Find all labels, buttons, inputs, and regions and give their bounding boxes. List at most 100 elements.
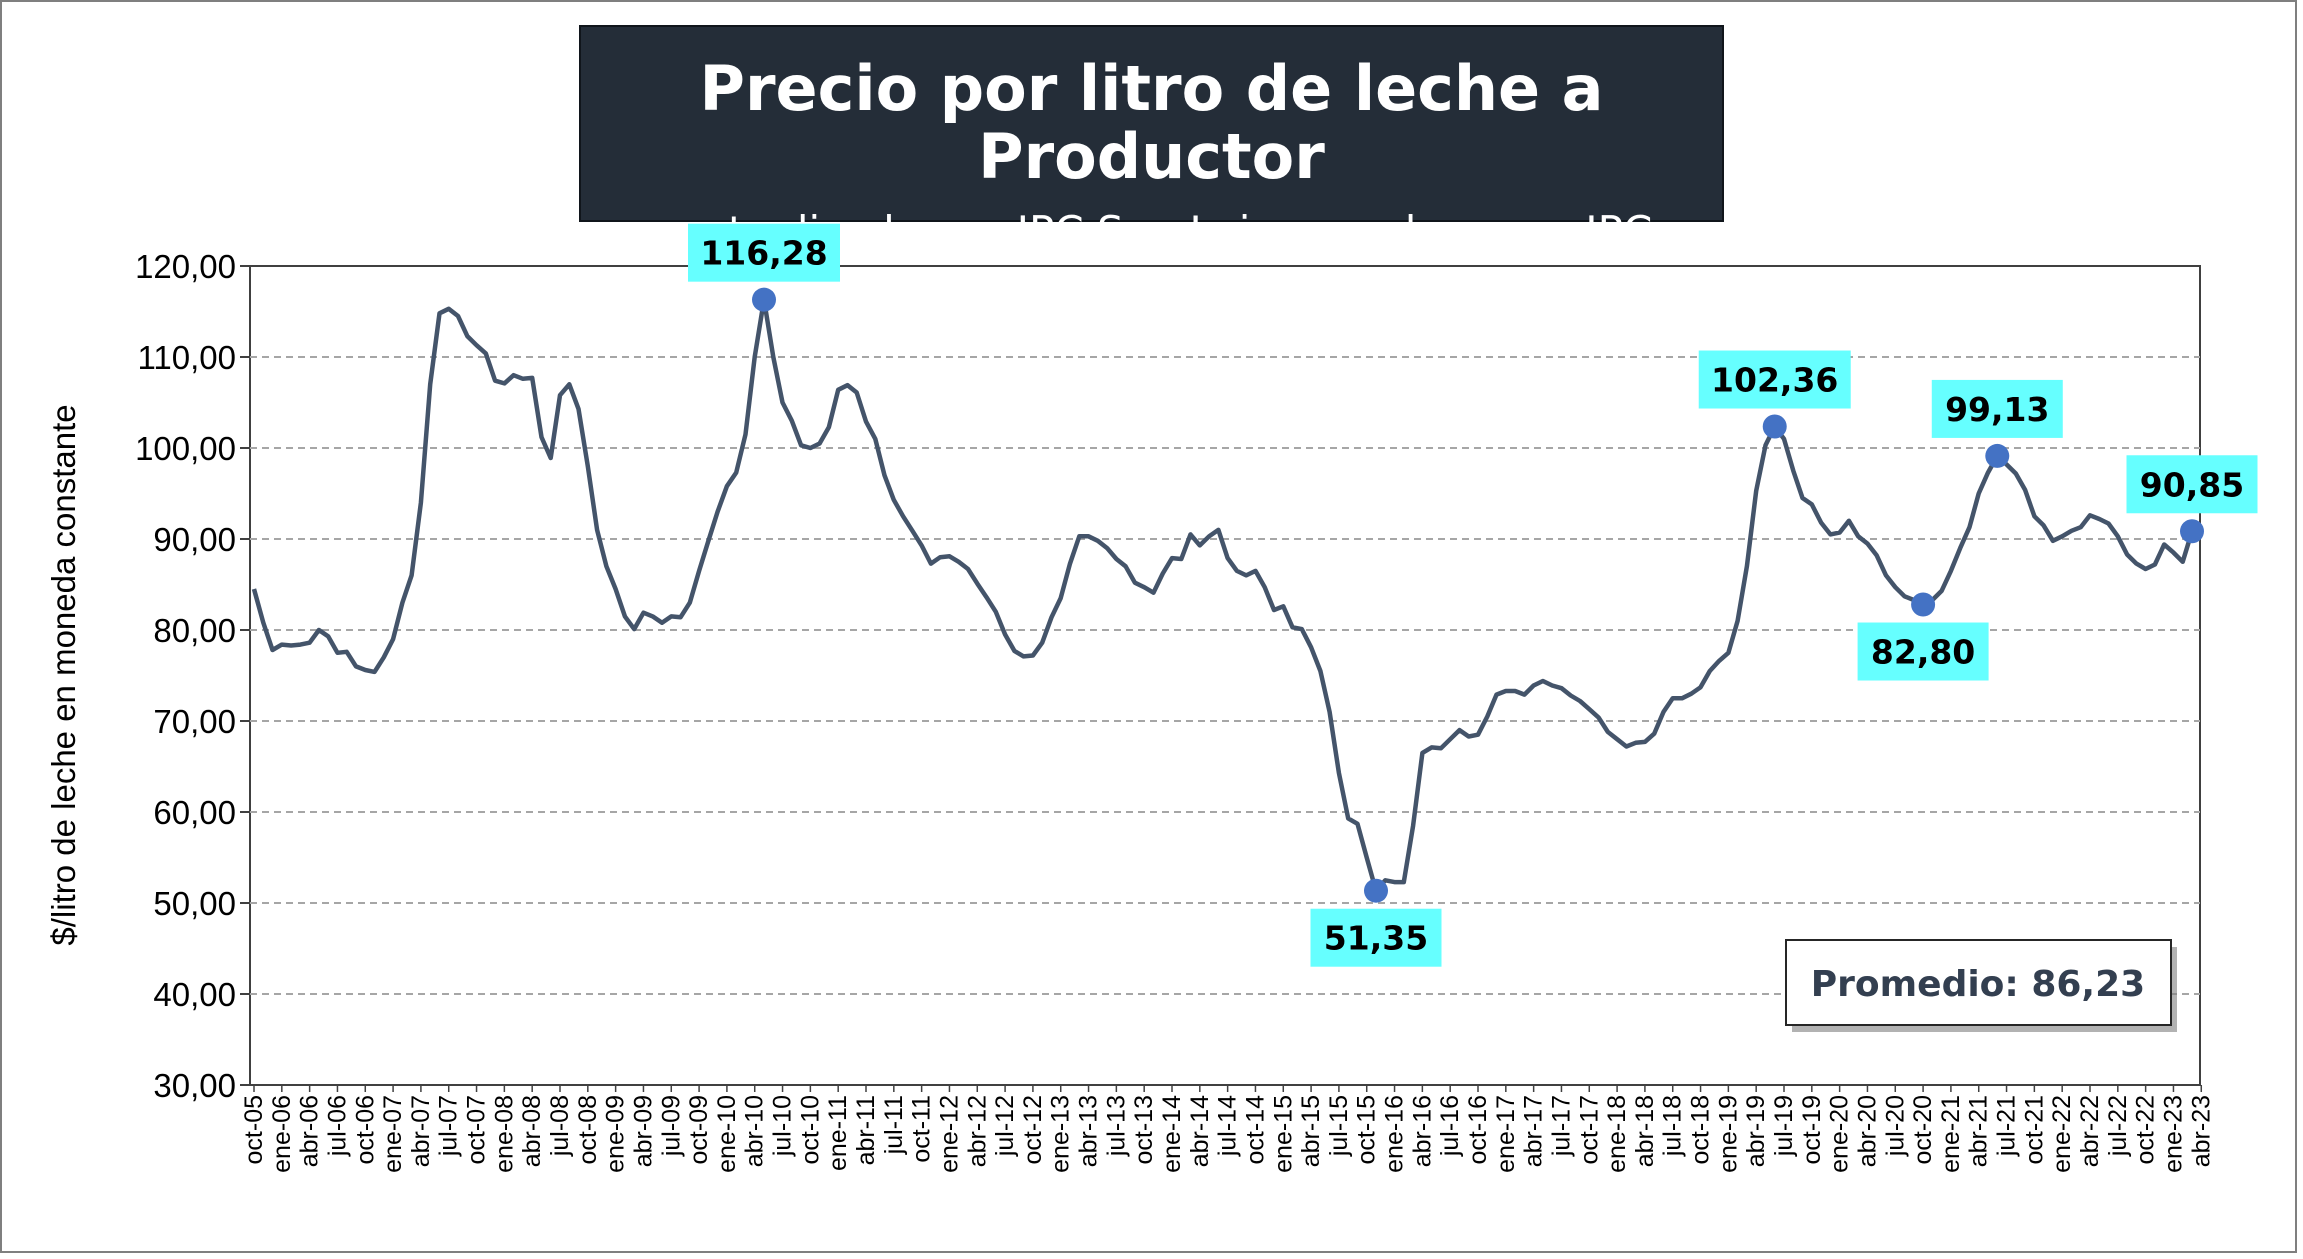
x-tick-label: jul-09 bbox=[657, 1095, 685, 1157]
y-tick-label: 60,00 bbox=[153, 794, 236, 831]
x-tick-label: ene-23 bbox=[2159, 1095, 2187, 1173]
data-label: 90,85 bbox=[2140, 465, 2244, 504]
x-tick-label: jul-10 bbox=[769, 1095, 797, 1157]
average-box: Promedio: 86,23 bbox=[1785, 939, 2177, 1032]
x-tick-label: oct-13 bbox=[1130, 1095, 1158, 1164]
x-tick-label: abr-23 bbox=[2187, 1095, 2215, 1167]
x-tick-label: abr-22 bbox=[2076, 1095, 2104, 1167]
y-tick-label: 50,00 bbox=[153, 885, 236, 922]
data-label-box bbox=[1310, 908, 1442, 967]
x-tick-label: abr-06 bbox=[296, 1095, 324, 1167]
x-tick-label: oct-08 bbox=[574, 1095, 602, 1164]
x-tick-label: oct-19 bbox=[1798, 1095, 1826, 1164]
x-tick-label: oct-05 bbox=[240, 1095, 268, 1164]
x-tick-label: abr-13 bbox=[1075, 1095, 1103, 1167]
x-tick-label: jul-16 bbox=[1436, 1095, 1464, 1157]
x-tick-label: ene-08 bbox=[490, 1095, 518, 1173]
x-tick-label: ene-19 bbox=[1714, 1095, 1742, 1173]
y-tick-label: 30,00 bbox=[153, 1067, 236, 1104]
y-axis-label: $/litro de leche en moneda constante bbox=[45, 404, 82, 945]
x-tick-label: abr-07 bbox=[407, 1095, 435, 1167]
x-tick-label: ene-07 bbox=[379, 1095, 407, 1173]
x-tick-label: abr-14 bbox=[1186, 1095, 1214, 1167]
x-tick-label: oct-22 bbox=[2132, 1095, 2160, 1164]
chart-title: Precio por litro de leche a Productor bbox=[699, 52, 1604, 194]
x-tick-label: oct-18 bbox=[1687, 1095, 1715, 1164]
x-tick-label: jul-06 bbox=[323, 1095, 351, 1157]
x-tick-label: jul-19 bbox=[1770, 1095, 1798, 1157]
x-tick-label: oct-17 bbox=[1575, 1095, 1603, 1164]
data-point-marker bbox=[1911, 592, 1936, 617]
x-tick-label: ene-14 bbox=[1158, 1095, 1186, 1173]
y-tick-label: 100,00 bbox=[135, 430, 236, 467]
x-tick-label: abr-08 bbox=[518, 1095, 546, 1167]
x-tick-label: abr-16 bbox=[1408, 1095, 1436, 1167]
x-tick-label: jul-17 bbox=[1547, 1095, 1575, 1157]
data-point-marker bbox=[2180, 519, 2204, 544]
series-line bbox=[251, 297, 2195, 893]
x-tick-label: jul-15 bbox=[1325, 1095, 1353, 1157]
data-point-marker bbox=[752, 287, 776, 312]
x-tick-label: ene-06 bbox=[268, 1095, 296, 1173]
data-label: 102,36 bbox=[1711, 361, 1838, 400]
x-tick-label: oct-20 bbox=[1909, 1095, 1937, 1164]
x-tick-label: ene-13 bbox=[1047, 1095, 1075, 1173]
x-tick-label: jul-07 bbox=[435, 1095, 463, 1157]
x-tick-label: oct-21 bbox=[2020, 1095, 2048, 1164]
average-label: Promedio: 86,23 bbox=[1811, 964, 2145, 1005]
y-axis-ticks: 30,00 40,00 50,00 60,00 70,00 80,00 90,00 100,0… bbox=[135, 248, 250, 1104]
data-label-box bbox=[688, 223, 840, 282]
data-point-marker bbox=[1985, 443, 2010, 468]
x-tick-label: ene-22 bbox=[2048, 1095, 2076, 1173]
x-tick-label: abr-18 bbox=[1631, 1095, 1659, 1167]
data-point-marker bbox=[1364, 878, 1388, 903]
y-tick-label: 70,00 bbox=[153, 703, 236, 740]
x-tick-label: ene-09 bbox=[602, 1095, 630, 1173]
x-tick-label: abr-10 bbox=[741, 1095, 769, 1167]
x-tick-label: ene-21 bbox=[1937, 1095, 1965, 1173]
x-tick-label: oct-16 bbox=[1464, 1095, 1492, 1164]
highlight-points: 116,28 51,35 102,36 82,80 99,13 90,85 bbox=[688, 223, 2258, 967]
data-label-box bbox=[1698, 350, 1851, 409]
x-tick-label: ene-17 bbox=[1492, 1095, 1520, 1173]
x-tick-label: ene-11 bbox=[824, 1095, 852, 1171]
data-label: 99,13 bbox=[1945, 390, 2049, 429]
x-tick-label: jul-14 bbox=[1214, 1095, 1242, 1157]
data-label-box bbox=[2126, 455, 2258, 514]
x-tick-label: ene-12 bbox=[935, 1095, 963, 1173]
x-tick-label: abr-19 bbox=[1742, 1095, 1770, 1167]
x-tick-label: oct-06 bbox=[351, 1095, 379, 1164]
x-tick-label: jul-12 bbox=[991, 1095, 1019, 1157]
y-tick-label: 110,00 bbox=[138, 339, 236, 376]
x-tick-label: abr-09 bbox=[629, 1095, 657, 1167]
title-box: Precio por litro de leche a Productor - … bbox=[579, 25, 1724, 301]
x-tick-label: abr-12 bbox=[963, 1095, 991, 1167]
x-tick-label: abr-11 bbox=[852, 1095, 880, 1165]
x-tick-label: abr-17 bbox=[1520, 1095, 1548, 1167]
x-tick-label: ene-16 bbox=[1381, 1095, 1409, 1173]
data-label: 116,28 bbox=[700, 234, 827, 273]
data-point-marker bbox=[1762, 414, 1787, 439]
data-label: 82,80 bbox=[1871, 633, 1975, 672]
x-tick-label: ene-20 bbox=[1826, 1095, 1854, 1173]
x-tick-label: abr-21 bbox=[1965, 1095, 1993, 1167]
x-tick-label: jul-20 bbox=[1881, 1095, 1909, 1157]
x-axis-ticks: oct-05 ene-06 abr-06 jul-06 oct-06 ene-07 abr-… bbox=[240, 1085, 2215, 1173]
y-tick-label: 80,00 bbox=[153, 612, 236, 649]
x-tick-label: oct-15 bbox=[1353, 1095, 1381, 1164]
x-tick-label: abr-20 bbox=[1853, 1095, 1881, 1167]
x-tick-label: abr-15 bbox=[1297, 1095, 1325, 1167]
grid-lines bbox=[250, 356, 2200, 995]
data-label: 51,35 bbox=[1324, 919, 1428, 958]
x-tick-label: jul-21 bbox=[1993, 1095, 2021, 1157]
y-tick-label: 40,00 bbox=[153, 976, 236, 1013]
x-tick-label: oct-11 bbox=[908, 1095, 936, 1163]
x-tick-label: oct-10 bbox=[796, 1095, 824, 1164]
x-tick-label: ene-10 bbox=[713, 1095, 741, 1173]
x-tick-label: jul-08 bbox=[546, 1095, 574, 1157]
y-tick-label: 90,00 bbox=[153, 521, 236, 558]
x-tick-label: ene-15 bbox=[1269, 1095, 1297, 1173]
x-tick-label: ene-18 bbox=[1603, 1095, 1631, 1173]
data-label-box bbox=[1857, 622, 1989, 681]
